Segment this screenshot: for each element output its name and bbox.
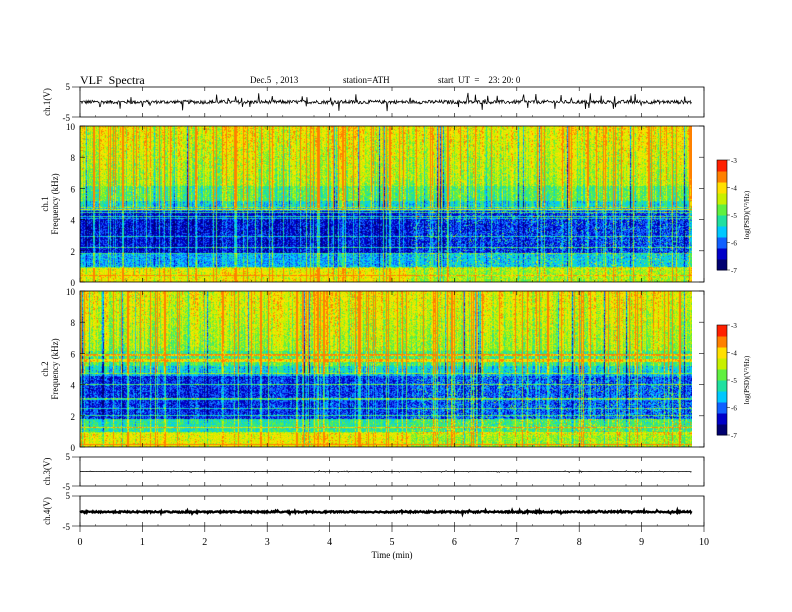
- x-axis-label: Time (min): [372, 550, 413, 560]
- ch1-spectrogram-ytick-label: 10: [66, 122, 76, 132]
- ch2-spectrogram-heatmap: [80, 291, 692, 447]
- ch2-spectrogram-colorbar-segment: [717, 402, 727, 414]
- ch1-waveform-ylabel: ch.1(V): [42, 88, 52, 116]
- ch2-spectrogram-ylabel2: Frequency (kHz): [50, 338, 60, 399]
- x-tick-label: 4: [327, 537, 332, 548]
- ch1-spectrogram-ytick-label: 6: [71, 184, 76, 194]
- ch2-spectrogram-ytick-label: 4: [71, 381, 76, 391]
- x-tick-label: 0: [78, 537, 83, 548]
- ch4-waveform-ytick-label-bottom: -5: [63, 522, 71, 532]
- ch1-spectrogram-colorbar-segment: [717, 248, 727, 260]
- ch1-waveform-ytick-label-top: 5: [66, 82, 71, 92]
- ch2-spectrogram-colorbar-segment: [717, 380, 727, 392]
- ch1-spectrogram-colorbar-tick-label: -3: [731, 157, 737, 165]
- ch1-spectrogram-colorbar-segment: [717, 259, 727, 271]
- x-tick-label: 5: [390, 537, 395, 548]
- ch1-spectrogram-colorbar-label: log(PSD)(V²/Hz): [743, 190, 751, 239]
- ch3-waveform-ylabel: ch.3(V): [42, 458, 52, 486]
- ch1-spectrogram-colorbar-segment: [717, 237, 727, 249]
- ch1-spectrogram-colorbar-segment: [717, 204, 727, 216]
- ch1-spectrogram-colorbar-tick-label: -5: [731, 212, 737, 220]
- ch1-spectrogram-colorbar-segment: [717, 193, 727, 205]
- ch1-spectrogram-colorbar-segment: [717, 226, 727, 238]
- ch2-spectrogram-colorbar-segment: [717, 424, 727, 436]
- ch2-spectrogram-ytick-label: 6: [71, 349, 76, 359]
- ch3-waveform-ytick-label-bottom: -5: [63, 482, 71, 492]
- ch1-spectrogram-colorbar-tick-label: -7: [731, 267, 737, 275]
- x-tick-label: 6: [452, 537, 457, 548]
- ch1-spectrogram-colorbar-tick-label: -6: [731, 240, 737, 248]
- ch2-spectrogram-colorbar-tick-label: -5: [731, 377, 737, 385]
- ch2-spectrogram-colorbar-tick-label: -7: [731, 432, 737, 440]
- ch2-spectrogram-colorbar-segment: [717, 391, 727, 403]
- ch1-spectrogram-ytick-label: 8: [71, 153, 76, 163]
- x-tick-label: 2: [202, 537, 207, 548]
- ch2-spectrogram-colorbar-tick-label: -6: [731, 405, 737, 413]
- ch2-spectrogram-colorbar-segment: [717, 358, 727, 370]
- ch2-spectrogram-ytick-label: 8: [71, 318, 76, 328]
- ch1-spectrogram-colorbar-segment: [717, 182, 727, 194]
- header-station: station=ATH: [343, 75, 390, 85]
- ch1-spectrogram-ytick-label: 0: [71, 278, 76, 288]
- x-tick-label: 7: [514, 537, 519, 548]
- ch2-spectrogram-ytick-label: 2: [71, 412, 76, 422]
- chart-title: VLF Spectra: [80, 73, 145, 87]
- ch2-spectrogram-colorbar-segment: [717, 336, 727, 348]
- header-start-time: start UT = 23: 20: 0: [438, 75, 521, 85]
- ch2-spectrogram-colorbar-tick-label: -3: [731, 322, 737, 330]
- x-tick-label: 9: [639, 537, 644, 548]
- ch1-spectrogram-ytick-label: 2: [71, 247, 76, 257]
- ch3-waveform-ytick-label-top: 5: [66, 452, 71, 462]
- ch1-waveform-ytick-label-bottom: -5: [63, 113, 71, 123]
- x-tick-label: 8: [577, 537, 582, 548]
- ch4-waveform-ylabel: ch.4(V): [42, 497, 52, 525]
- ch2-spectrogram-ytick-label: 0: [71, 443, 76, 453]
- ch1-spectrogram-colorbar-segment: [717, 171, 727, 183]
- header-date: Dec.5 , 2013: [250, 75, 299, 85]
- ch1-spectrogram-colorbar-segment: [717, 160, 727, 172]
- ch2-spectrogram-colorbar-segment: [717, 369, 727, 381]
- ch1-spectrogram-ylabel2: Frequency (kHz): [50, 173, 60, 234]
- ch4-waveform-trace: [79, 506, 693, 518]
- ch1-spectrogram-ylabel: ch.1: [40, 196, 50, 211]
- ch2-spectrogram-colorbar-segment: [717, 413, 727, 425]
- ch1-spectrogram-heatmap: [80, 126, 692, 282]
- x-tick-label: 10: [699, 537, 709, 548]
- ch2-spectrogram-colorbar-tick-label: -4: [731, 350, 737, 358]
- ch2-spectrogram-colorbar-label: log(PSD)(V²/Hz): [743, 355, 751, 404]
- ch1-spectrogram-colorbar-tick-label: -4: [731, 185, 737, 193]
- panels-layer: [79, 92, 693, 518]
- x-tick-label: 3: [265, 537, 270, 548]
- ch1-spectrogram-colorbar-segment: [717, 215, 727, 227]
- ch2-spectrogram-ytick-label: 10: [66, 287, 76, 297]
- ch1-waveform-trace: [79, 92, 692, 112]
- ch2-spectrogram-colorbar-segment: [717, 325, 727, 337]
- ch3-waveform-trace: [79, 469, 692, 474]
- ch4-waveform-ytick-label-top: 5: [66, 491, 71, 501]
- ch2-spectrogram-ylabel: ch.2: [40, 361, 50, 376]
- ch1-spectrogram-ytick-label: 4: [71, 216, 76, 226]
- ch2-spectrogram-colorbar-segment: [717, 347, 727, 359]
- x-tick-label: 1: [140, 537, 145, 548]
